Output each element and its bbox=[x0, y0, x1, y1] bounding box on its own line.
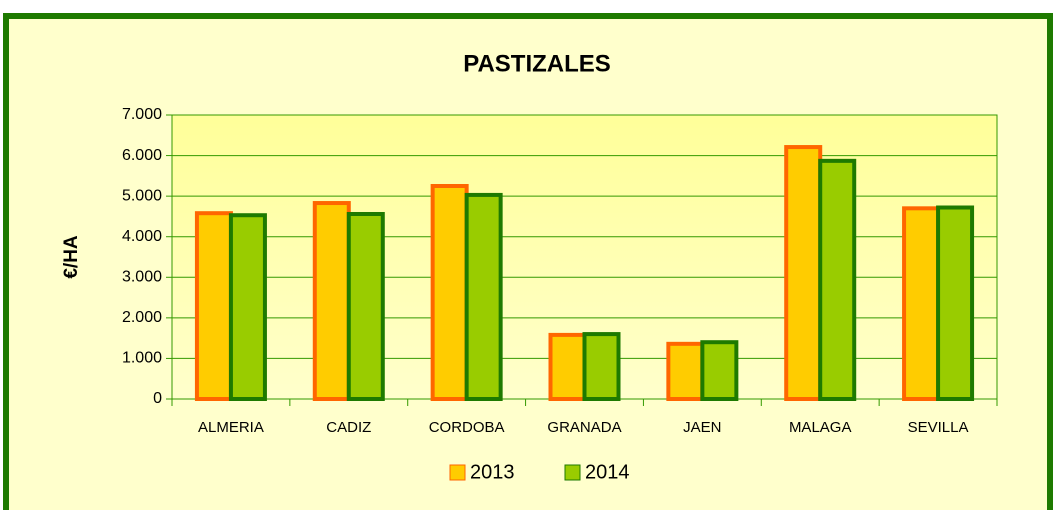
x-tick-label: JAEN bbox=[683, 419, 721, 436]
bar bbox=[666, 341, 705, 401]
y-tick-label: 1.000 bbox=[122, 350, 162, 367]
bar bbox=[548, 332, 587, 402]
y-axis-label: €/HA bbox=[61, 235, 82, 279]
y-tick-label: 5.000 bbox=[122, 187, 162, 204]
y-tick-label: 2.000 bbox=[122, 309, 162, 326]
legend-swatch bbox=[449, 464, 466, 481]
y-tick-label: 4.000 bbox=[122, 228, 162, 245]
x-tick-label: GRANADA bbox=[547, 419, 621, 436]
y-tick-label: 6.000 bbox=[122, 147, 162, 164]
x-tick-label: CADIZ bbox=[326, 419, 371, 436]
y-tick-label: 3.000 bbox=[122, 269, 162, 286]
legend-label: 2013 bbox=[470, 461, 515, 483]
x-tick-label: MALAGA bbox=[789, 419, 852, 436]
bar bbox=[700, 340, 739, 402]
y-tick-label: 0 bbox=[153, 390, 162, 407]
x-tick-label: SEVILLA bbox=[908, 419, 969, 436]
x-tick-label: CORDOBA bbox=[429, 419, 505, 436]
bar bbox=[430, 184, 469, 401]
y-tick-label: 7.000 bbox=[122, 106, 162, 123]
legend-label: 2014 bbox=[585, 461, 630, 483]
bar bbox=[228, 213, 267, 401]
chart-title: PASTIZALES bbox=[463, 50, 611, 77]
bar bbox=[194, 211, 233, 401]
bar bbox=[312, 201, 351, 401]
x-tick-label: ALMERIA bbox=[198, 419, 264, 436]
bar bbox=[818, 158, 857, 401]
bar bbox=[582, 332, 621, 402]
bar bbox=[936, 205, 975, 401]
bar bbox=[784, 145, 823, 401]
bar bbox=[346, 211, 385, 401]
bar bbox=[464, 192, 503, 401]
bar bbox=[902, 206, 941, 401]
legend-swatch bbox=[564, 464, 581, 481]
